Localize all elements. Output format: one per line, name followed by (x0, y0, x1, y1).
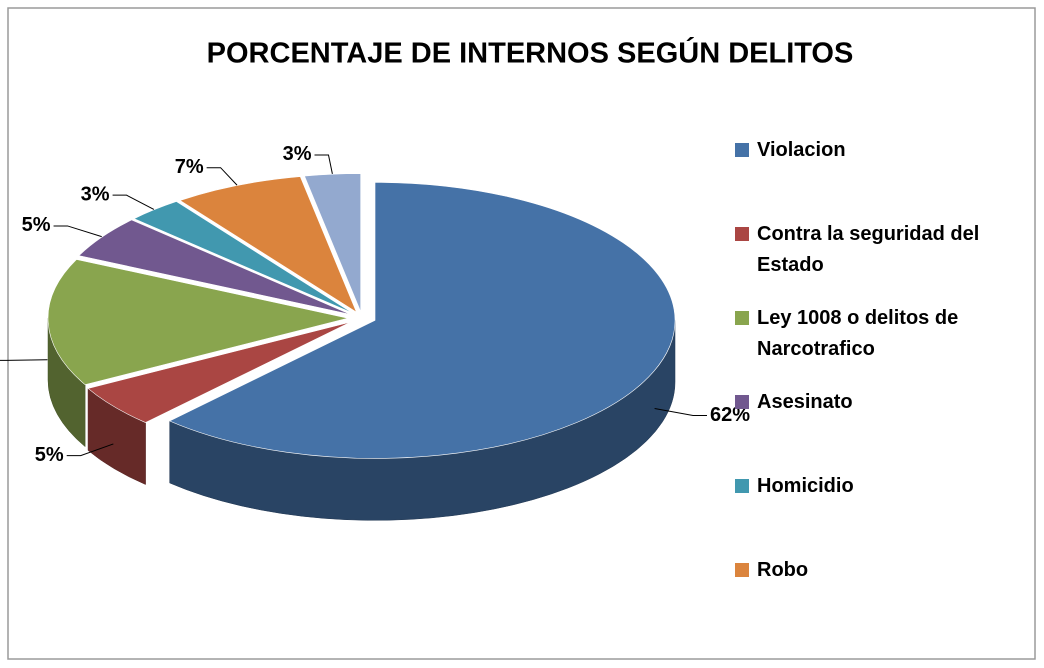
legend-swatch (735, 143, 749, 157)
data-label: 5% (22, 214, 51, 236)
data-label: 3% (283, 143, 312, 165)
slice (304, 173, 361, 312)
data-label: 5% (35, 444, 64, 466)
slice (87, 321, 352, 423)
data-label: 7% (175, 156, 204, 178)
legend-swatch (735, 563, 749, 577)
legend-item: Robo (735, 555, 1035, 586)
leader-line (654, 407, 708, 416)
legend-label: Contra la seguridad del Estado (757, 223, 980, 276)
slice (47, 259, 349, 386)
legend-swatch (735, 479, 749, 493)
leader-line (314, 154, 333, 174)
legend-swatch (735, 311, 749, 325)
legend-swatch (735, 395, 749, 409)
slice (168, 182, 676, 459)
legend-label: Asesinato (757, 391, 853, 413)
leader-line (206, 167, 238, 186)
legend-label: Ley 1008 o delitos de Narcotrafico (757, 307, 959, 360)
data-label: 3% (81, 183, 110, 205)
leader-line (53, 225, 102, 238)
chart-title: PORCENTAJE DE INTERNOS SEGÚN DELITOS (207, 36, 854, 70)
leader-line (66, 443, 114, 457)
leader-line (112, 194, 155, 210)
legend-item: Contra la seguridad del Estado (735, 219, 1035, 281)
slice (78, 219, 351, 315)
legend-label: Robo (757, 559, 809, 581)
legend-label: Homicidio (757, 475, 854, 497)
legend-item: Ley 1008 o delitos de Narcotrafico (735, 303, 1035, 365)
leader-line (0, 359, 48, 361)
legend-item: Violacion (735, 135, 1035, 166)
legend-label: Violacion (757, 139, 846, 161)
legend-swatch (735, 227, 749, 241)
data-label: 62% (710, 404, 750, 426)
slice (133, 201, 353, 314)
legend-item: Homicidio (735, 471, 1035, 502)
legend-item: Asesinato (735, 387, 1035, 418)
slice (179, 176, 358, 313)
